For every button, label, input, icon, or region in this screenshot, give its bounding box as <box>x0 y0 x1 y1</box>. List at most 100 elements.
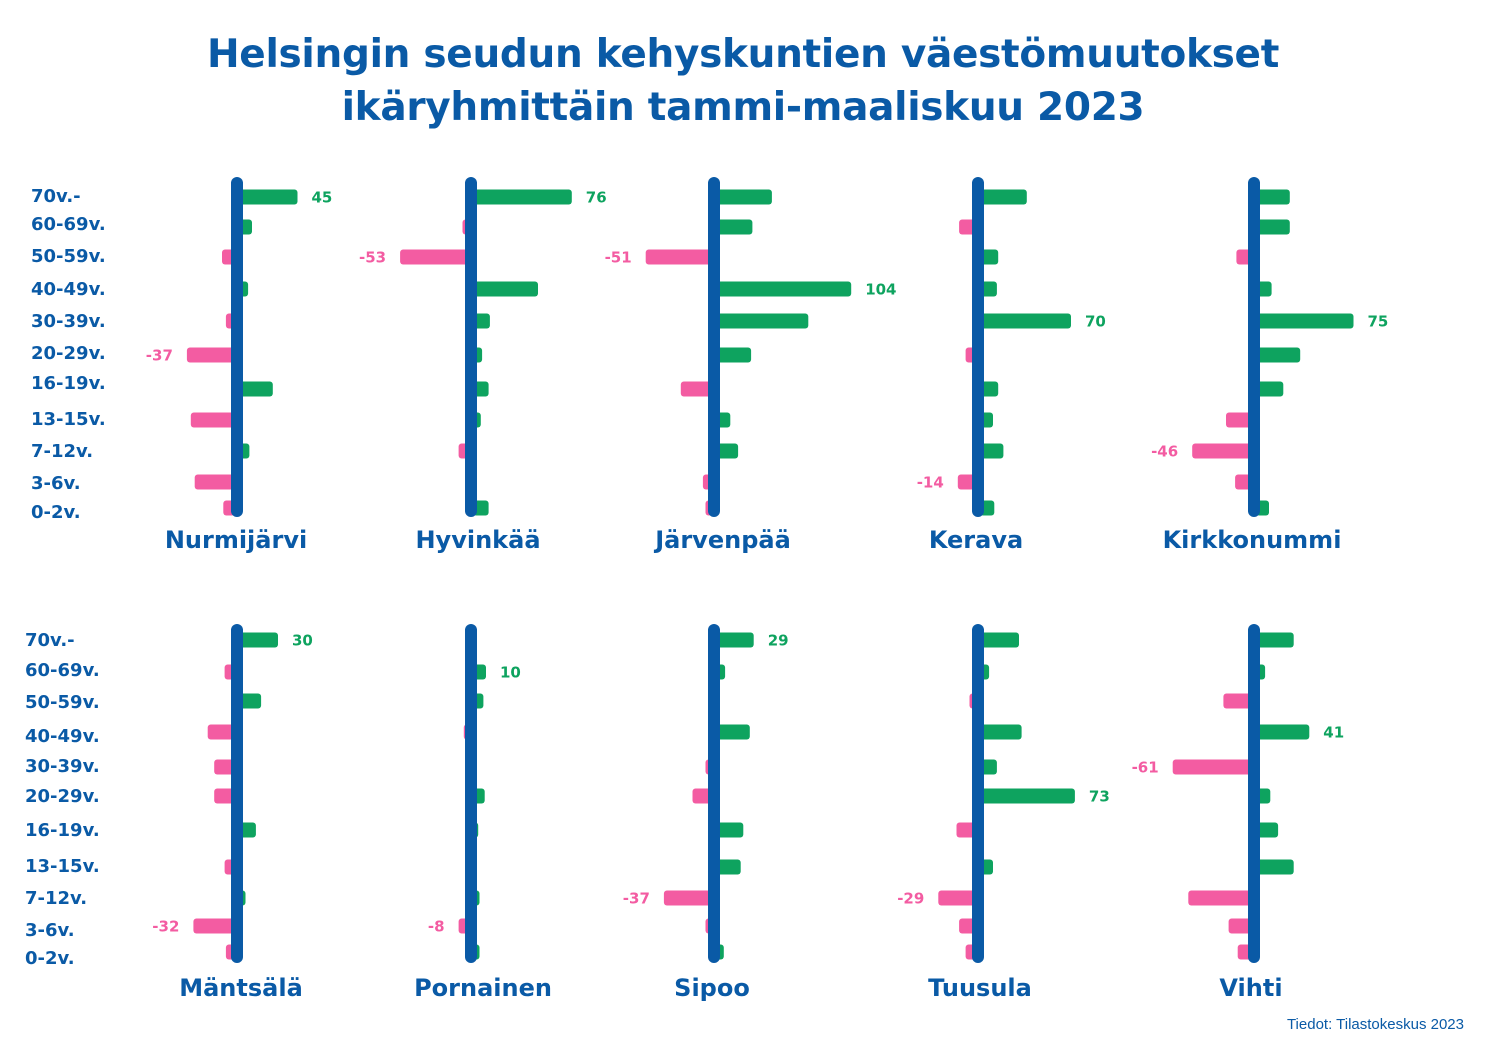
age-group-label: 30-39v. <box>25 756 100 777</box>
zero-axis <box>972 177 984 517</box>
bar-16-19v <box>239 822 256 838</box>
bar-60-69v <box>959 219 976 235</box>
bar-40-49v <box>716 724 750 740</box>
bar-3-6v <box>193 918 235 934</box>
chart-kirkkonummi: 75 -46 Kirkkonummi <box>1151 177 1388 554</box>
data-label: 104 <box>865 281 896 299</box>
data-label: -32 <box>152 918 179 936</box>
bar-40-49v <box>473 281 538 297</box>
zero-axis <box>231 624 243 963</box>
bar-40-49v <box>1256 724 1310 740</box>
age-group-label: 40-49v. <box>25 726 100 747</box>
bar-7-12v <box>716 443 739 459</box>
bar-30-39v <box>1172 759 1252 775</box>
bar-40-49v <box>980 281 997 297</box>
bar-20-29v <box>980 788 1075 804</box>
bar-40-49v <box>980 724 1022 740</box>
data-label: -61 <box>1132 759 1159 777</box>
age-group-label: 40-49v. <box>31 279 106 300</box>
bar-16-19v <box>980 381 999 397</box>
bar-20-29v <box>692 788 712 804</box>
municipality-label: Järvenpää <box>653 526 791 554</box>
chart-vihti: 41 -61 Vihti <box>1132 624 1344 1002</box>
bar-30-39v <box>214 759 235 775</box>
data-label: 73 <box>1089 788 1110 806</box>
age-group-label: 16-19v. <box>31 373 106 394</box>
title-line-1: Helsingin seudun kehyskuntien väestömuut… <box>206 32 1280 77</box>
bar-16-19v <box>1256 822 1279 838</box>
data-label: 45 <box>312 189 333 207</box>
bar-16-19v <box>956 822 976 838</box>
data-label: 41 <box>1323 724 1344 742</box>
age-group-label: 20-29v. <box>31 343 106 364</box>
municipality-label: Tuusula <box>928 974 1032 1002</box>
age-group-label: 13-15v. <box>25 856 100 877</box>
bar-13-15v <box>716 859 741 875</box>
age-group-label: 70v.- <box>25 630 75 651</box>
data-label: 76 <box>586 189 607 207</box>
bar-50-59v <box>1223 693 1252 709</box>
chart-tuusula: 73 -29 Tuusula <box>897 624 1110 1002</box>
bar-50-59v <box>400 249 469 265</box>
bar-13-15v <box>190 412 235 428</box>
age-group-label: 16-19v. <box>25 820 100 841</box>
zero-axis <box>465 624 477 963</box>
chart-pornainen: 10 -8 Pornainen <box>414 624 552 1002</box>
bar-70v <box>716 189 772 205</box>
age-group-label: 50-59v. <box>31 246 106 267</box>
bar-60-69v <box>716 219 753 235</box>
zero-axis <box>1248 177 1260 517</box>
bar-7-12v <box>1192 443 1252 459</box>
bar-20-29v <box>186 347 235 363</box>
chart-title: Helsingin seudun kehyskuntien väestömuut… <box>0 28 1486 134</box>
chart-jarvenpaa: -51 104 Järvenpää <box>605 177 897 554</box>
data-label: -53 <box>359 249 386 267</box>
zero-axis <box>972 624 984 963</box>
bar-3-6v <box>1235 474 1252 490</box>
data-label: 75 <box>1368 313 1389 331</box>
data-label: -37 <box>146 347 173 365</box>
bar-70v <box>1256 189 1290 205</box>
data-label: -51 <box>605 249 632 267</box>
bar-3-6v <box>959 918 976 934</box>
bar-50-59v <box>645 249 712 265</box>
bar-40-49v <box>716 281 852 297</box>
zero-axis <box>708 177 720 517</box>
age-group-label: 50-59v. <box>25 692 100 713</box>
age-group-label: 7-12v. <box>25 888 87 909</box>
data-label: -14 <box>917 474 944 492</box>
age-group-label: 13-15v. <box>31 409 106 430</box>
municipality-label: Kerava <box>929 526 1023 554</box>
municipality-label: Nurmijärvi <box>165 526 307 554</box>
bar-3-6v <box>1228 918 1252 934</box>
data-label: 10 <box>500 664 521 682</box>
bar-70v <box>1256 632 1294 648</box>
age-group-label: 0-2v. <box>31 502 81 523</box>
age-group-label: 3-6v. <box>31 473 81 494</box>
municipality-label: Mäntsälä <box>179 974 303 1002</box>
bar-3-6v <box>957 474 976 490</box>
bar-70v <box>239 189 298 205</box>
title-line-2: ikäryhmittäin tammi-maaliskuu 2023 <box>341 85 1145 130</box>
municipality-label: Vihti <box>1219 974 1282 1002</box>
bar-20-29v <box>214 788 235 804</box>
data-label: -8 <box>428 918 445 936</box>
bar-40-49v <box>207 724 235 740</box>
bar-30-39v <box>980 759 997 775</box>
bar-50-59v <box>239 693 262 709</box>
bar-13-15v <box>1256 859 1294 875</box>
data-label: 70 <box>1085 313 1106 331</box>
age-group-label: 0-2v. <box>25 948 75 969</box>
municipality-label: Pornainen <box>414 974 552 1002</box>
data-label: 29 <box>768 632 789 650</box>
source-note: Tiedot: Tilastokeskus 2023 <box>1286 1016 1464 1033</box>
municipality-label: Sipoo <box>674 974 750 1002</box>
bar-16-19v <box>680 381 712 397</box>
bar-20-29v <box>716 347 752 363</box>
municipality-label: Hyvinkää <box>415 526 540 554</box>
chart-nurmijarvi: 45 -37 Nurmijärvi <box>146 177 333 554</box>
bar-3-6v <box>194 474 235 490</box>
bar-16-19v <box>239 381 273 397</box>
data-label: 30 <box>292 632 313 650</box>
